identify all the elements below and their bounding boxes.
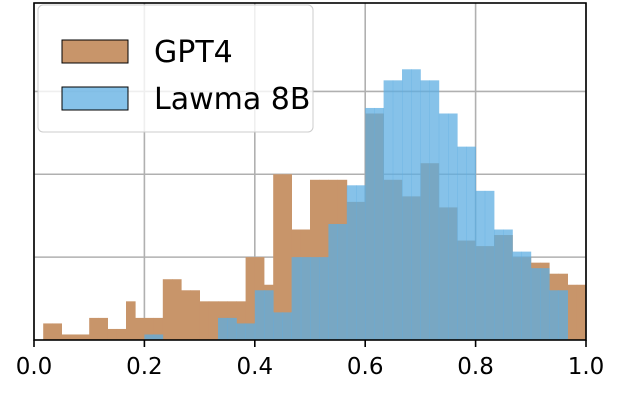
bar-lawma-8b-55 (540, 268, 550, 340)
bar-lawma-8b-47 (466, 146, 476, 340)
bar-gpt4-27 (282, 174, 292, 340)
legend-label-lawma-8b: Lawma 8B (154, 82, 310, 117)
bar-gpt4-9 (116, 328, 127, 340)
legend-label-gpt4: GPT4 (154, 35, 233, 70)
bar-lawma-8b-39 (392, 80, 403, 340)
bar-lawma-8b-12 (144, 334, 154, 340)
bar-gpt4-18 (199, 301, 210, 340)
bar-gpt4-6 (89, 317, 99, 340)
legend-swatch-lawma-8b (61, 86, 129, 111)
series-lawma-bars (144, 69, 568, 341)
bar-lawma-8b-27 (282, 312, 292, 340)
bar-lawma-8b-22 (236, 323, 246, 340)
bar-lawma-8b-24 (254, 290, 265, 340)
bar-lawma-8b-25 (264, 290, 274, 340)
x-tick-label-0: 0.0 (16, 354, 53, 380)
bar-lawma-8b-50 (494, 229, 504, 340)
bar-gpt4-5 (80, 334, 90, 340)
bar-gpt4-59 (576, 284, 587, 340)
bar-gpt4-11 (135, 317, 145, 340)
plot-border (33, 2, 587, 341)
bar-gpt4-58 (567, 284, 578, 340)
bar-lawma-8b-40 (402, 69, 412, 341)
bar-gpt4-12 (144, 317, 154, 340)
bar-gpt4-15 (172, 279, 182, 340)
bar-lawma-8b-21 (227, 317, 237, 340)
bar-lawma-8b-56 (549, 290, 559, 340)
bar-lawma-8b-33 (337, 223, 348, 340)
bar-lawma-8b-44 (438, 113, 449, 340)
bar-gpt4-23 (245, 257, 256, 340)
bar-lawma-8b-31 (319, 257, 329, 340)
bar-lawma-8b-29 (300, 257, 311, 340)
bar-lawma-8b-37 (374, 107, 384, 340)
bar-lawma-8b-57 (558, 290, 568, 340)
bar-lawma-8b-23 (245, 323, 256, 340)
bar-gpt4-22 (236, 301, 246, 340)
bar-lawma-8b-49 (484, 190, 495, 340)
bar-gpt4-16 (181, 290, 191, 340)
bar-lawma-8b-13 (153, 334, 164, 340)
bar-lawma-8b-52 (512, 251, 522, 340)
legend: GPT4 Lawma 8B (37, 4, 314, 133)
x-tick-label-1: 0.2 (126, 354, 163, 380)
x-tick-label-5: 1.0 (568, 354, 605, 380)
bar-lawma-8b-42 (420, 80, 430, 340)
bar-lawma-8b-26 (273, 312, 283, 340)
bar-lawma-8b-28 (291, 257, 302, 340)
bar-gpt4-17 (190, 290, 200, 340)
x-tick-label-3: 0.6 (347, 354, 384, 380)
bar-lawma-8b-38 (383, 80, 394, 340)
bar-gpt4-3 (61, 334, 72, 340)
bar-lawma-8b-53 (521, 251, 532, 340)
bar-gpt4-4 (70, 334, 81, 340)
x-tick-label-2: 0.4 (237, 354, 274, 380)
plot-frame (33, 2, 587, 341)
bar-lawma-8b-41 (411, 69, 421, 341)
bar-gpt4-19 (208, 301, 219, 340)
legend-swatch-gpt4 (61, 39, 129, 64)
bar-gpt4-26 (273, 174, 283, 340)
bar-lawma-8b-43 (429, 80, 440, 340)
bar-gpt4-14 (162, 279, 173, 340)
bar-lawma-8b-51 (503, 229, 513, 340)
bar-lawma-8b-30 (310, 257, 320, 340)
bar-gpt4-2 (52, 323, 62, 340)
x-tick-label-4: 0.8 (457, 354, 494, 380)
bar-gpt4-1 (43, 323, 53, 340)
bar-lawma-8b-36 (365, 107, 375, 340)
bar-gpt4-7 (98, 317, 108, 340)
bar-lawma-8b-48 (475, 190, 486, 340)
bar-lawma-8b-45 (448, 113, 458, 340)
x-axis-ticks: 0.0 0.2 0.4 0.6 0.8 1.0 (16, 340, 605, 380)
bar-lawma-8b-20 (218, 317, 228, 340)
bar-lawma-8b-32 (328, 223, 338, 340)
bar-lawma-8b-34 (346, 185, 357, 340)
bar-gpt4-13 (153, 317, 164, 340)
bar-lawma-8b-35 (356, 185, 366, 340)
bar-gpt4-10 (126, 301, 136, 340)
bar-lawma-8b-46 (457, 146, 467, 340)
bar-gpt4-8 (107, 328, 118, 340)
bar-lawma-8b-54 (530, 268, 541, 340)
